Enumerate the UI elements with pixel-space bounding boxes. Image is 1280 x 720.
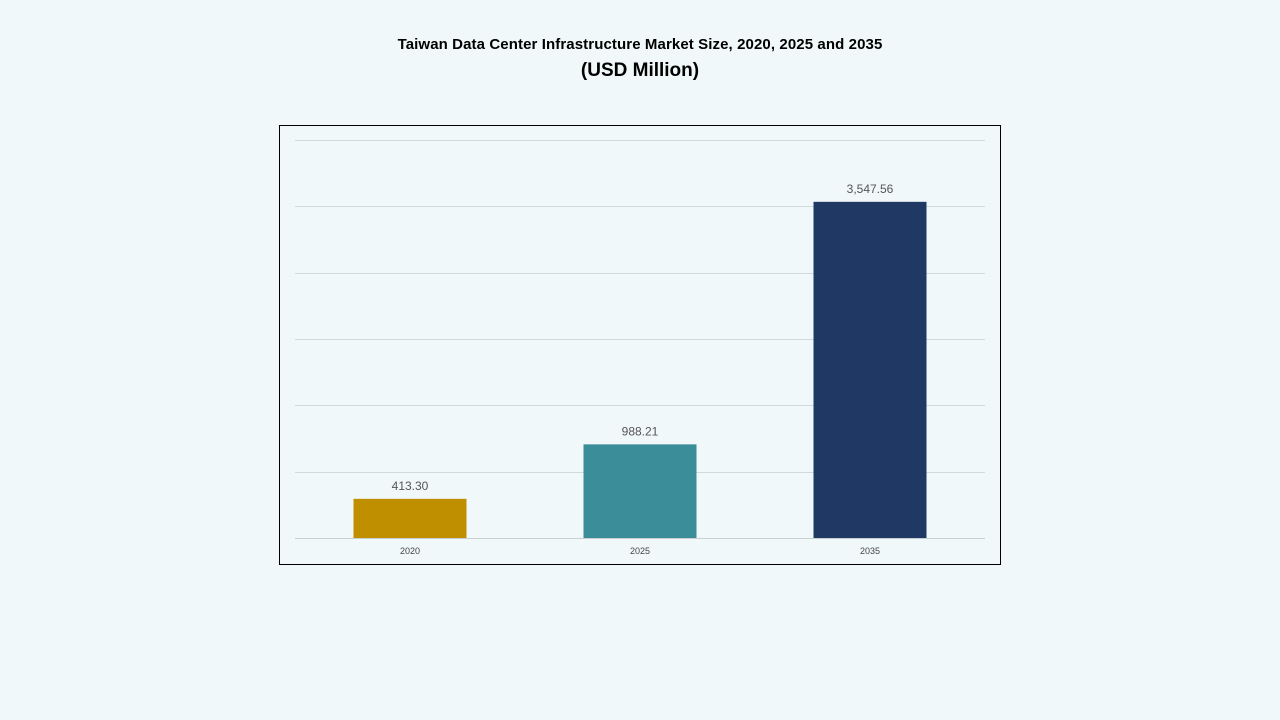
data-label-2020: 413.30 (392, 479, 429, 493)
data-label-2025: 988.21 (622, 424, 659, 438)
bar-2020[interactable] (353, 498, 467, 538)
x-tick-label-2025: 2025 (630, 546, 650, 556)
x-tick-label-2035: 2035 (860, 546, 880, 556)
x-tick-label-2020: 2020 (400, 546, 420, 556)
bar-2025[interactable] (583, 444, 697, 538)
bar-2035[interactable] (813, 201, 927, 538)
chart-title: Taiwan Data Center Infrastructure Market… (397, 36, 883, 53)
data-label-2035: 3,547.56 (847, 182, 894, 196)
chart-subtitle: (USD Million) (580, 60, 700, 81)
